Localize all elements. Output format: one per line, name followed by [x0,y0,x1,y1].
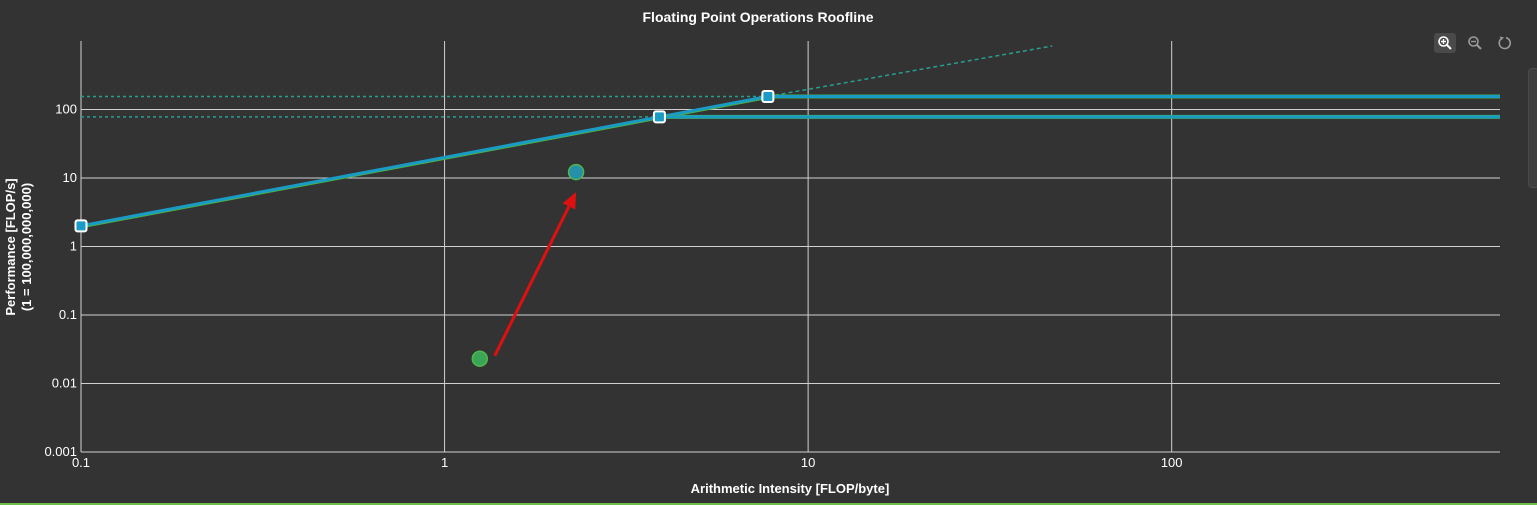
y-tick-label: 0.001 [44,444,77,459]
y-axis-label-line1: Performance [FLOP/s] [3,178,18,315]
chart-title: Floating Point Operations Roofline [643,9,874,25]
vertical-scrollbar[interactable] [1528,68,1537,188]
data-point-before [471,350,489,367]
improvement-arrowhead [562,192,577,210]
zoom-out-button[interactable] [1464,33,1486,53]
zoom-out-icon [1468,36,1482,50]
roof-start-marker [74,219,88,233]
x-tick-label: 10 [801,455,815,470]
ridge-point-marker [761,89,775,103]
reset-icon [1498,36,1512,50]
improvement-arrow [493,205,571,357]
bandwidth-extension-dashed [767,45,1053,98]
y-axis-label-line2: (1 = 100,000,000,000) [19,183,34,311]
ridge-point-marker [652,110,666,124]
x-tick-label: 100 [1161,455,1183,470]
y-tick-label: 100 [55,102,77,117]
zoom-in-button[interactable] [1434,33,1456,53]
y-tick-label: 0.01 [52,376,77,391]
data-point-after [567,163,585,181]
x-tick-label: 1 [441,455,448,470]
status-strip [0,503,1537,505]
tick-labels: 0.1 1 10 100 0.001 0.01 0.1 1 10 100 [44,102,1182,471]
y-tick-label: 1 [70,239,77,254]
grid [80,41,1500,453]
series [74,45,1500,367]
x-tick-label: 0.1 [72,455,90,470]
chart-toolbar [1434,33,1516,53]
y-tick-label: 0.1 [59,307,77,322]
zoom-in-icon [1438,36,1452,50]
x-axis-label: Arithmetic Intensity [FLOP/byte] [691,481,890,496]
y-tick-label: 10 [63,170,77,185]
reset-zoom-button[interactable] [1494,33,1516,53]
